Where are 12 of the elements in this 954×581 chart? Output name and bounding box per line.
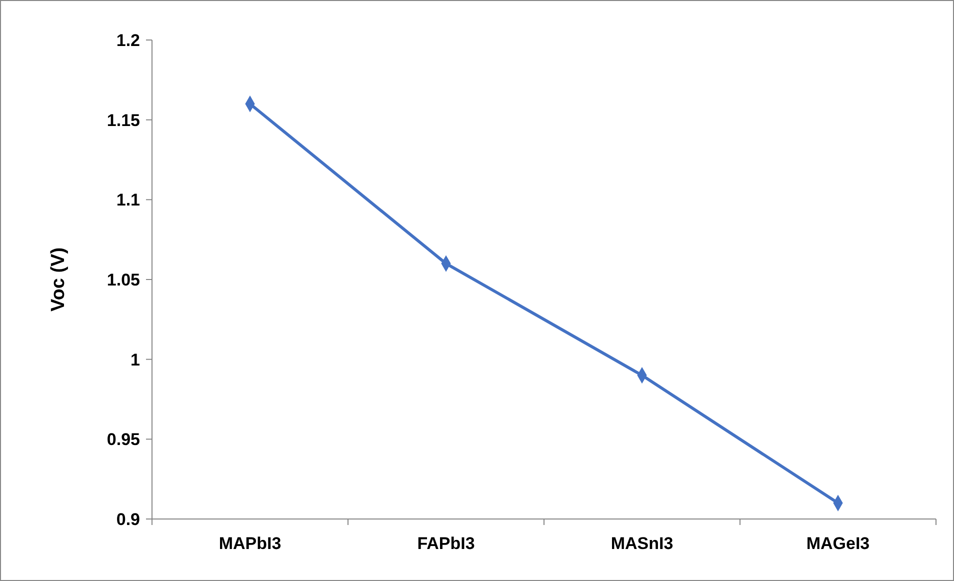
y-tick-label: 1.05 — [106, 270, 140, 290]
y-tick-label: 1.2 — [116, 30, 140, 50]
x-tick-label: MAGeI3 — [806, 534, 870, 553]
y-axis-title: Voc (V) — [48, 247, 69, 312]
x-tick-label: MAPbI3 — [218, 534, 282, 553]
y-tick-label: 1.15 — [106, 110, 140, 130]
y-tick-label: 0.95 — [106, 430, 140, 450]
y-tick-label: 0.9 — [116, 510, 140, 529]
y-tick-label: 1.1 — [116, 190, 140, 210]
y-tick-label: 1 — [130, 350, 140, 370]
x-tick-label: FAPbI3 — [417, 534, 475, 553]
x-tick-label: MASnI3 — [610, 534, 674, 553]
